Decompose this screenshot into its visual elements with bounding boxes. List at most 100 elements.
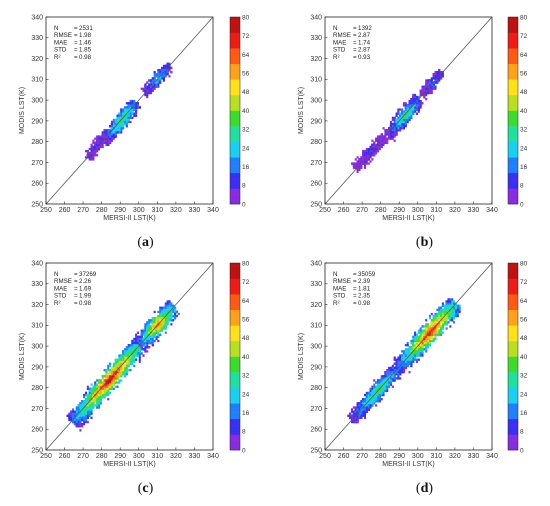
density-cell [122, 121, 124, 123]
colorbar-segment [230, 67, 240, 70]
density-cell [76, 425, 78, 427]
density-cell [371, 146, 373, 148]
density-cell [144, 342, 146, 344]
density-cell [72, 408, 74, 410]
colorbar-segment [508, 104, 518, 107]
density-cell [122, 125, 124, 127]
density-cell [165, 71, 167, 73]
density-cell [91, 158, 93, 160]
density-cell [420, 100, 422, 102]
density-cell [122, 123, 124, 125]
density-cell [161, 75, 163, 77]
density-cell [401, 119, 403, 121]
stat-name: R² [54, 54, 61, 61]
density-cell [433, 73, 435, 75]
colorbar-segment [508, 111, 518, 114]
density-cell [122, 119, 124, 121]
density-cell [396, 119, 398, 121]
density-cell [105, 373, 107, 375]
density-cell [168, 305, 170, 307]
density-cell [381, 144, 383, 146]
colorbar-segment [230, 61, 240, 64]
density-cell [357, 171, 359, 173]
stat-equals: = [353, 47, 357, 54]
density-cell [128, 344, 130, 346]
stat-name: RMSE [54, 32, 72, 39]
density-cell [122, 357, 124, 359]
density-cell [357, 156, 359, 158]
density-cell [135, 108, 137, 110]
colorbar-tick-label: 24 [242, 145, 250, 152]
density-cell [117, 373, 119, 375]
density-cell [379, 138, 381, 140]
density-cell [89, 158, 91, 160]
density-cell [102, 390, 104, 392]
y-tick-label: 340 [310, 14, 322, 21]
density-cell [130, 121, 132, 123]
stat-value: 1.46 [79, 39, 92, 46]
density-cell [94, 400, 96, 402]
density-cell [124, 106, 126, 108]
density-cell [104, 369, 106, 371]
colorbar-segment [230, 120, 240, 123]
density-cell [118, 379, 120, 381]
density-cell [87, 404, 89, 406]
colorbar-segment [508, 48, 518, 51]
colorbar-tick-label: 64 [520, 52, 528, 59]
density-cell [163, 307, 165, 309]
density-cell [148, 92, 150, 94]
density-cell [115, 365, 117, 367]
density-cell [377, 146, 379, 148]
density-cell [115, 386, 117, 388]
colorbar-segment [508, 86, 518, 89]
colorbar-segment [508, 179, 518, 182]
density-cell [383, 127, 385, 129]
density-cell [122, 113, 124, 115]
density-cell [100, 146, 102, 148]
density-cell [92, 140, 94, 142]
density-cell [117, 386, 119, 388]
colorbar-tick-label: 8 [520, 183, 524, 190]
stat-equals: = [353, 39, 357, 46]
colorbar-segment [508, 192, 518, 195]
density-cell [144, 88, 146, 90]
colorbar-segment [230, 195, 240, 198]
density-cell [81, 419, 83, 421]
density-cell [105, 138, 107, 140]
density-cell [115, 363, 117, 365]
density-cell [371, 152, 373, 154]
caption-letter: a [142, 235, 149, 250]
density-cell [131, 113, 133, 115]
y-tick-label: 330 [31, 35, 43, 42]
density-cell [128, 104, 130, 106]
density-cell [161, 311, 163, 313]
colorbar-segment [508, 45, 518, 48]
caption-close: ) [149, 235, 154, 250]
density-cell [154, 73, 156, 75]
stat-name: MAE [54, 39, 67, 46]
density-cell [111, 384, 113, 386]
density-cell [104, 388, 106, 390]
stat-name: N [333, 25, 337, 32]
density-cell [102, 133, 104, 135]
density-cell [107, 365, 109, 367]
density-cell [144, 348, 146, 350]
density-cell [102, 146, 104, 148]
density-cell [87, 398, 89, 400]
density-cell [113, 131, 115, 133]
density-cell [154, 340, 156, 342]
y-tick-label: 310 [31, 77, 43, 84]
x-tick-label: 300 [412, 207, 424, 214]
density-cell [115, 381, 117, 383]
density-cell [105, 140, 107, 142]
density-cell [429, 81, 431, 83]
density-cell [109, 388, 111, 390]
density-cell [98, 400, 100, 402]
density-cell [133, 108, 135, 110]
density-cell [386, 140, 388, 142]
density-cell [94, 144, 96, 146]
density-cell [133, 106, 135, 108]
density-cell [133, 338, 135, 340]
density-cell [113, 384, 115, 386]
